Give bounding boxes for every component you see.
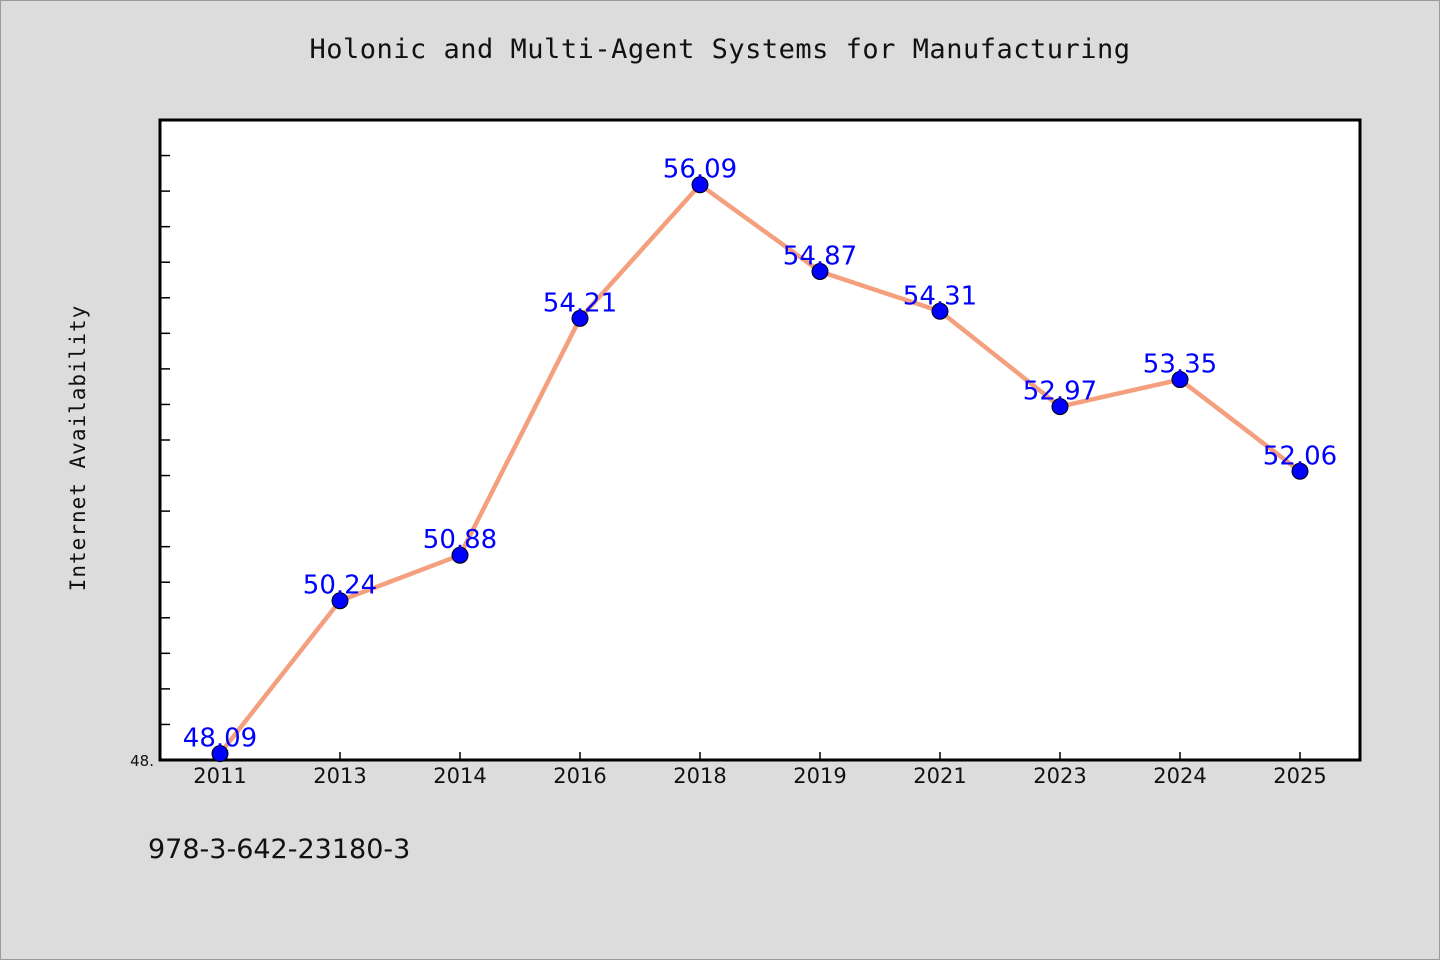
data-label: 54.21 (543, 288, 617, 318)
x-tick-label: 2014 (433, 764, 486, 788)
chart-title: Holonic and Multi-Agent Systems for Manu… (309, 34, 1131, 65)
x-tick-label: 2023 (1033, 764, 1086, 788)
y-axis-ticks: 48. (130, 119, 170, 770)
data-point-marker (931, 302, 949, 320)
data-label: 54.87 (783, 241, 857, 271)
x-tick-label: 2024 (1153, 764, 1206, 788)
data-point-marker (691, 176, 709, 194)
data-label: 53.35 (1143, 350, 1217, 380)
data-label: 50.88 (423, 525, 497, 555)
data-label: 50.24 (303, 571, 377, 601)
data-point-marker (451, 546, 469, 564)
plot-area (158, 118, 1362, 762)
x-tick-label: 2018 (673, 764, 726, 788)
y-tick-label: 48. (130, 752, 154, 770)
x-axis-ticks: 2011 2013 2014 2016 2018 2019 2021 2023 2024 2025 (193, 752, 1327, 788)
x-tick-label: 2019 (793, 764, 846, 788)
x-tick-label: 2021 (913, 764, 966, 788)
data-label: 54.31 (903, 281, 977, 311)
data-point-marker (1051, 398, 1069, 416)
series-line (218, 182, 1302, 755)
data-point-marker (211, 745, 229, 763)
data-label: 56.09 (663, 155, 737, 185)
data-label: 48.09 (183, 724, 257, 754)
series-markers (211, 176, 1309, 763)
data-point-marker (811, 262, 829, 280)
data-point-marker (571, 309, 589, 327)
data-labels: 48.09 50.24 50.88 54.21 56.09 54.87 54.31 52.97… (183, 155, 1337, 754)
data-point-marker (331, 592, 349, 610)
data-label: 52.97 (1023, 377, 1097, 407)
x-tick-label: 2025 (1273, 764, 1326, 788)
x-tick-label: 2011 (193, 764, 246, 788)
x-tick-label: 2016 (553, 764, 606, 788)
x-tick-label: 2013 (313, 764, 366, 788)
data-point-marker (1171, 371, 1189, 389)
isbn-footnote: 978-3-642-23180-3 (148, 834, 411, 865)
data-label: 52.06 (1263, 441, 1337, 471)
data-point-marker (1291, 462, 1309, 480)
